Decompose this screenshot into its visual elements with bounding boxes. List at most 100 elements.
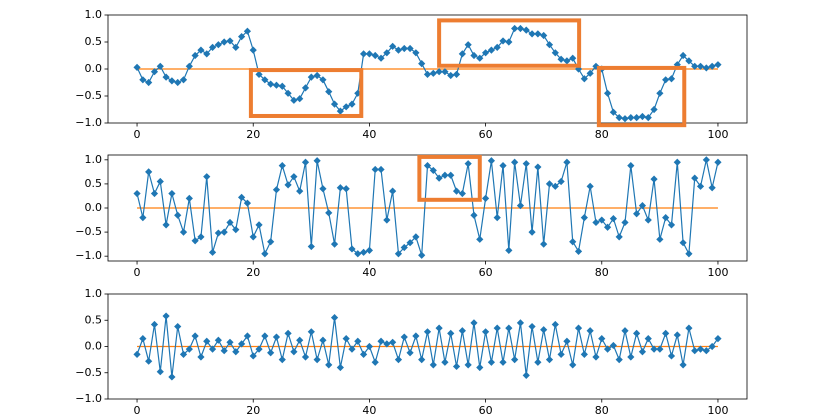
marker <box>290 348 298 356</box>
marker <box>696 182 705 190</box>
marker <box>412 332 420 340</box>
marker <box>360 50 368 58</box>
marker <box>615 114 623 122</box>
marker <box>650 345 658 353</box>
marker <box>232 226 240 234</box>
marker <box>603 223 612 231</box>
marker <box>325 209 333 217</box>
marker <box>603 89 612 97</box>
marker <box>627 114 635 122</box>
marker <box>557 350 565 358</box>
marker <box>371 358 379 366</box>
marker <box>389 338 397 346</box>
marker <box>389 187 397 195</box>
x-tick-label: 60 <box>479 404 493 416</box>
marker <box>499 162 507 170</box>
marker <box>325 88 333 96</box>
marker <box>633 210 641 218</box>
marker <box>621 327 629 335</box>
x-tick-label: 60 <box>479 266 493 279</box>
marker <box>336 363 344 372</box>
marker <box>133 350 141 358</box>
marker <box>162 73 170 81</box>
x-tick-label: 100 <box>707 404 728 416</box>
marker <box>400 44 408 53</box>
marker <box>633 114 641 122</box>
marker <box>522 160 530 168</box>
marker <box>586 327 594 335</box>
marker <box>330 100 339 108</box>
marker <box>586 182 594 190</box>
marker <box>284 329 292 337</box>
marker <box>505 246 513 254</box>
marker <box>569 238 577 246</box>
marker <box>557 177 565 186</box>
marker <box>609 341 617 350</box>
marker <box>412 233 420 241</box>
x-tick-label: 0 <box>134 128 141 141</box>
marker <box>441 358 449 366</box>
marker <box>162 221 170 229</box>
marker <box>551 320 559 329</box>
marker <box>185 345 193 353</box>
marker <box>534 163 542 171</box>
marker <box>197 233 205 241</box>
marker <box>528 228 536 236</box>
marker <box>307 328 315 336</box>
x-tick-label: 20 <box>246 128 260 141</box>
marker <box>487 358 495 366</box>
marker <box>569 361 577 369</box>
marker <box>638 348 647 356</box>
x-tick-label: 60 <box>479 128 493 141</box>
marker <box>191 332 199 340</box>
marker <box>592 62 600 70</box>
marker <box>580 214 588 222</box>
marker <box>406 44 414 53</box>
marker <box>284 89 292 97</box>
marker <box>360 350 368 358</box>
marker <box>435 174 443 182</box>
x-tick-label: 80 <box>595 404 609 416</box>
marker <box>574 247 583 255</box>
marker <box>557 55 565 63</box>
marker <box>511 158 519 166</box>
marker <box>319 185 327 193</box>
marker <box>679 51 687 60</box>
y-tick-label: −0.5 <box>75 89 102 102</box>
marker <box>476 54 484 62</box>
marker <box>534 30 542 38</box>
marker <box>574 324 583 332</box>
marker <box>441 171 449 179</box>
marker <box>685 57 693 65</box>
marker <box>220 38 228 46</box>
marker <box>133 63 141 71</box>
marker <box>267 80 275 88</box>
y-tick-label: −0.5 <box>75 366 102 379</box>
marker <box>511 24 519 33</box>
marker <box>255 221 263 229</box>
y-tick-label: 1.0 <box>85 287 103 300</box>
marker <box>290 173 298 181</box>
x-tick-label: 0 <box>134 404 141 416</box>
marker <box>662 76 670 84</box>
marker <box>365 342 374 351</box>
marker <box>609 108 617 116</box>
marker <box>458 327 466 335</box>
marker <box>511 356 519 364</box>
marker <box>435 68 443 76</box>
x-tick-label: 100 <box>707 128 728 141</box>
y-tick-label: 0.0 <box>85 340 103 353</box>
marker <box>255 345 263 353</box>
marker <box>139 335 147 343</box>
marker <box>470 211 478 219</box>
marker <box>226 338 234 346</box>
marker <box>452 70 461 78</box>
marker <box>389 42 397 50</box>
marker <box>255 70 263 78</box>
x-tick-label: 80 <box>595 266 609 279</box>
marker <box>580 75 588 83</box>
marker <box>197 353 205 361</box>
marker <box>249 46 257 54</box>
marker <box>534 358 542 366</box>
marker <box>540 326 548 334</box>
